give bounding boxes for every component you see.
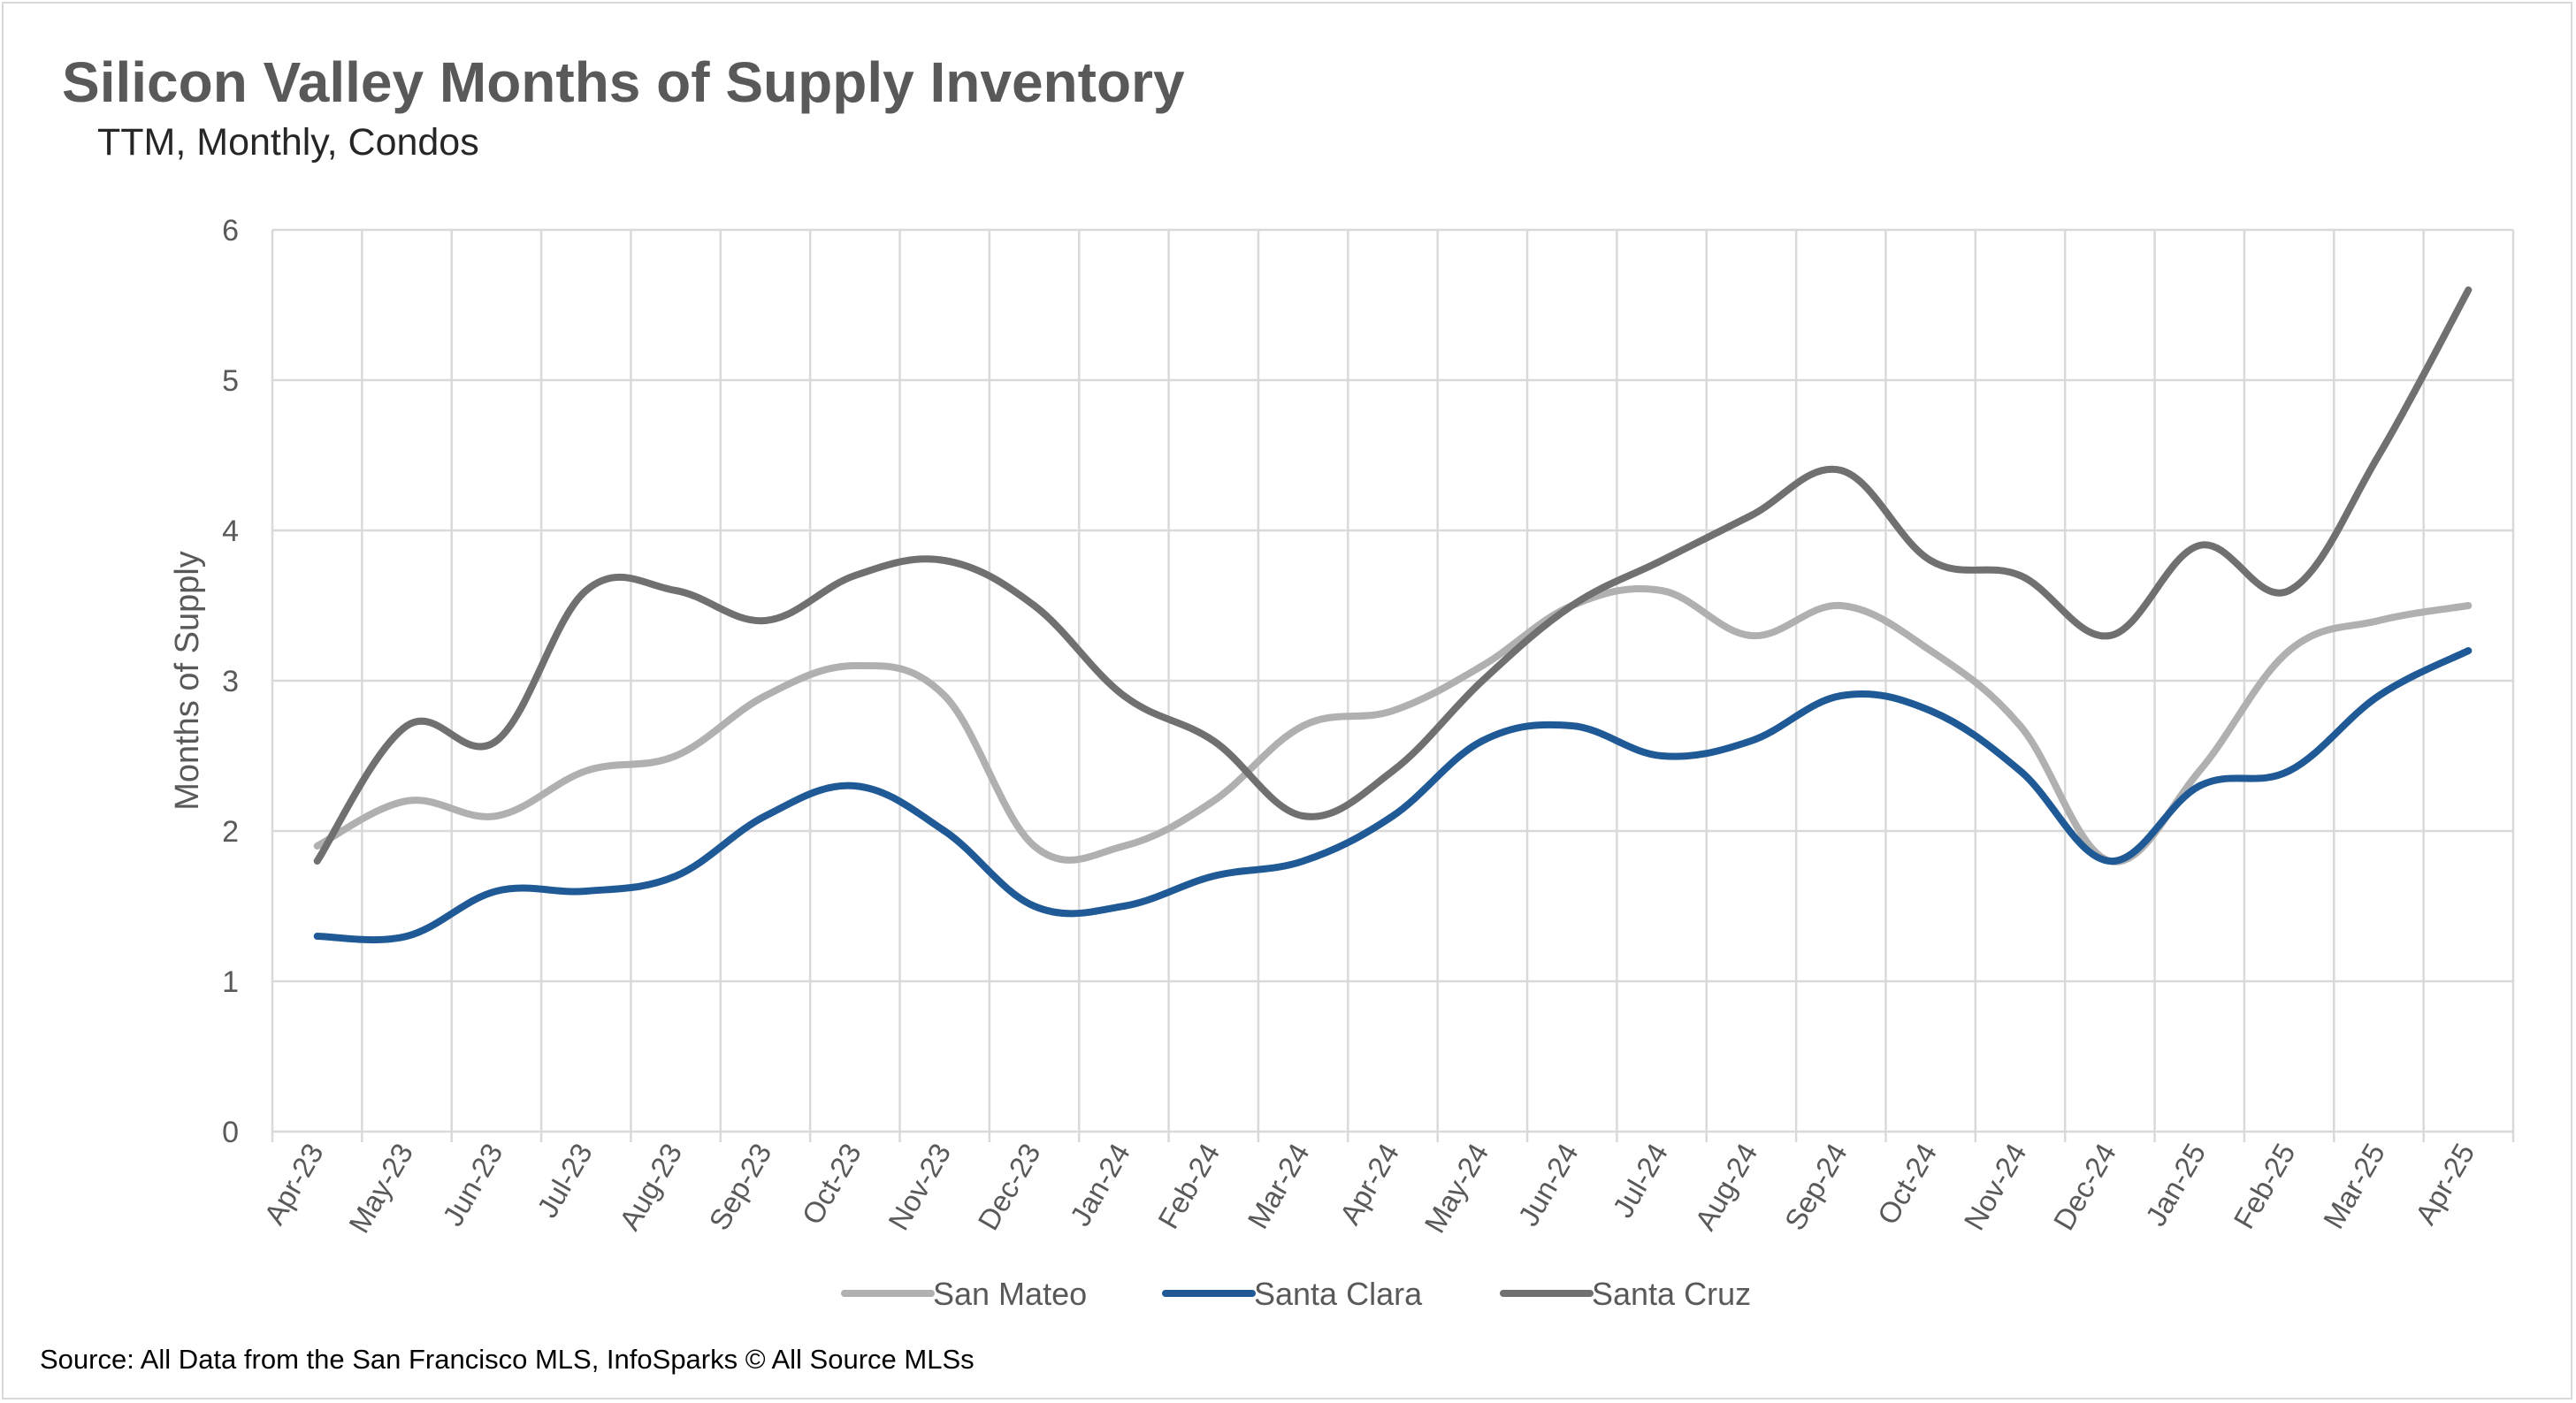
- y-tick-label: 6: [222, 214, 239, 248]
- x-tick-label: May-23: [342, 1138, 419, 1239]
- x-tick-label: Apr-23: [257, 1138, 330, 1230]
- x-tick-label: Apr-24: [1333, 1138, 1405, 1230]
- y-tick-label: 0: [222, 1116, 239, 1149]
- series-line-santa-cruz: [313, 286, 2473, 865]
- x-tick-label: Mar-24: [1241, 1138, 1315, 1234]
- x-tick-label: Sep-24: [1778, 1138, 1854, 1236]
- x-tick-label: Dec-24: [2047, 1138, 2122, 1236]
- x-tick-label: Sep-23: [702, 1138, 777, 1236]
- series-line-san-mateo: [313, 584, 2473, 865]
- x-tick-label: Dec-23: [971, 1138, 1046, 1236]
- y-axis-label: Months of Supply: [169, 551, 206, 811]
- x-tick-label: Oct-23: [795, 1138, 868, 1230]
- x-tick-label: Aug-23: [613, 1138, 688, 1236]
- series-line-santa-clara: [313, 647, 2473, 944]
- series-lines: [313, 286, 2473, 944]
- x-tick-label: Nov-23: [882, 1138, 957, 1236]
- x-tick-label: Jun-23: [436, 1138, 508, 1231]
- y-axis-ticks: 0 1 2 3 4 5 6: [222, 214, 239, 1149]
- x-tick-label: Jul-24: [1606, 1138, 1674, 1223]
- source-note: Source: All Data from the San Francisco …: [40, 1344, 975, 1375]
- x-tick-label: Oct-24: [1871, 1138, 1944, 1230]
- x-tick-label: May-24: [1418, 1138, 1494, 1239]
- chart-subtitle: TTM, Monthly, Condos: [97, 121, 479, 164]
- y-tick-label: 1: [222, 965, 239, 999]
- x-axis-ticks: Apr-23 May-23 Jun-23 Jul-23 Aug-23 Sep-23 Oct-…: [257, 1138, 2480, 1239]
- x-tick-label: Jul-23: [531, 1138, 599, 1223]
- legend-label: San Mateo: [933, 1276, 1087, 1312]
- legend: San Mateo Santa Clara Santa Cruz: [841, 1276, 1751, 1312]
- y-tick-label: 5: [222, 364, 239, 398]
- x-tick-label: Jan-24: [1063, 1138, 1135, 1231]
- x-tick-label: Jan-25: [2139, 1138, 2212, 1231]
- y-tick-label: 2: [222, 815, 239, 849]
- x-tick-label: Mar-25: [2317, 1138, 2391, 1234]
- x-tick-label: Aug-24: [1688, 1138, 1763, 1236]
- x-tick-label: Apr-25: [2409, 1138, 2481, 1230]
- chart-title: Silicon Valley Months of Supply Inventor…: [62, 50, 1185, 114]
- y-tick-label: 4: [222, 515, 239, 548]
- gridlines: [271, 228, 2515, 1142]
- x-tick-label: Nov-24: [1957, 1138, 2032, 1236]
- x-tick-label: Jun-24: [1511, 1138, 1584, 1231]
- legend-label: Santa Cruz: [1592, 1276, 1751, 1312]
- y-tick-label: 3: [222, 665, 239, 698]
- x-tick-label: Feb-25: [2227, 1138, 2301, 1234]
- x-tick-label: Feb-24: [1151, 1138, 1226, 1234]
- legend-label: Santa Clara: [1254, 1276, 1423, 1312]
